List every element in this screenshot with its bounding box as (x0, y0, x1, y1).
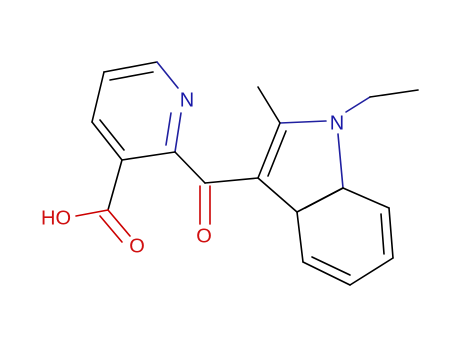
bond (204, 177, 259, 184)
bond (99, 119, 125, 151)
bond (302, 261, 351, 286)
bond (99, 215, 123, 243)
atom-label: HO (41, 207, 71, 229)
bond (349, 257, 394, 286)
bond (267, 130, 287, 177)
bond (257, 86, 281, 124)
bond (75, 209, 109, 217)
bond (174, 151, 206, 184)
bond (369, 89, 419, 98)
bond (156, 61, 179, 89)
bond (380, 213, 385, 255)
bond (91, 71, 105, 123)
bond (388, 207, 394, 259)
bond (107, 209, 131, 237)
bond (103, 61, 158, 73)
bond (121, 151, 176, 161)
bond (337, 133, 344, 189)
bond (279, 120, 327, 124)
bond (257, 122, 281, 179)
bond (342, 187, 390, 209)
atom-label: N (180, 89, 194, 111)
bond (165, 112, 172, 146)
bond (304, 187, 344, 209)
bond (109, 71, 154, 81)
atom-label: O (196, 225, 212, 247)
bond (174, 112, 182, 153)
bond (91, 121, 123, 161)
atom-label: N (330, 112, 344, 134)
bond (296, 211, 304, 263)
bond (345, 96, 371, 113)
bond (107, 159, 123, 211)
bond (311, 256, 351, 276)
bond (257, 177, 298, 213)
bonds (75, 61, 419, 286)
atom-label: O (129, 235, 145, 257)
